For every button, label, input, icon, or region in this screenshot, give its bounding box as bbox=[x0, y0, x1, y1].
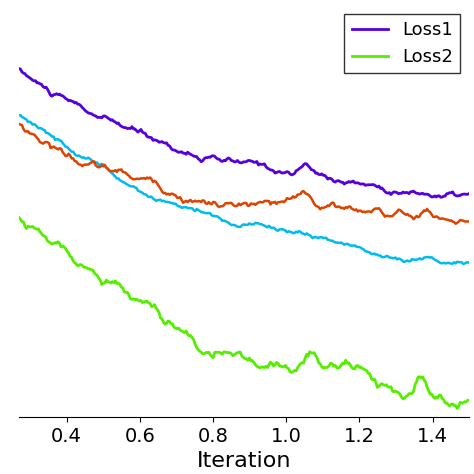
Loss1 bbox=[284, 169, 290, 174]
Loss1 bbox=[16, 66, 22, 72]
Line: Loss1: Loss1 bbox=[19, 69, 469, 197]
Loss1 bbox=[396, 191, 401, 197]
Loss2 bbox=[424, 384, 430, 390]
Loss2 bbox=[283, 363, 288, 368]
Loss2 bbox=[396, 390, 401, 395]
Loss2 bbox=[466, 397, 472, 403]
Loss1 bbox=[292, 171, 297, 176]
X-axis label: Iteration: Iteration bbox=[197, 451, 292, 472]
Loss1 bbox=[466, 191, 472, 196]
Loss2 bbox=[18, 217, 23, 222]
Line: Loss2: Loss2 bbox=[19, 218, 469, 409]
Loss2 bbox=[16, 215, 22, 220]
Loss1 bbox=[283, 170, 288, 175]
Loss2 bbox=[455, 406, 460, 411]
Loss1 bbox=[18, 66, 23, 72]
Loss1 bbox=[438, 194, 444, 200]
Loss2 bbox=[292, 368, 297, 374]
Loss1 bbox=[424, 191, 430, 197]
Loss2 bbox=[284, 365, 290, 371]
Legend: Loss1, Loss2: Loss1, Loss2 bbox=[344, 14, 460, 73]
